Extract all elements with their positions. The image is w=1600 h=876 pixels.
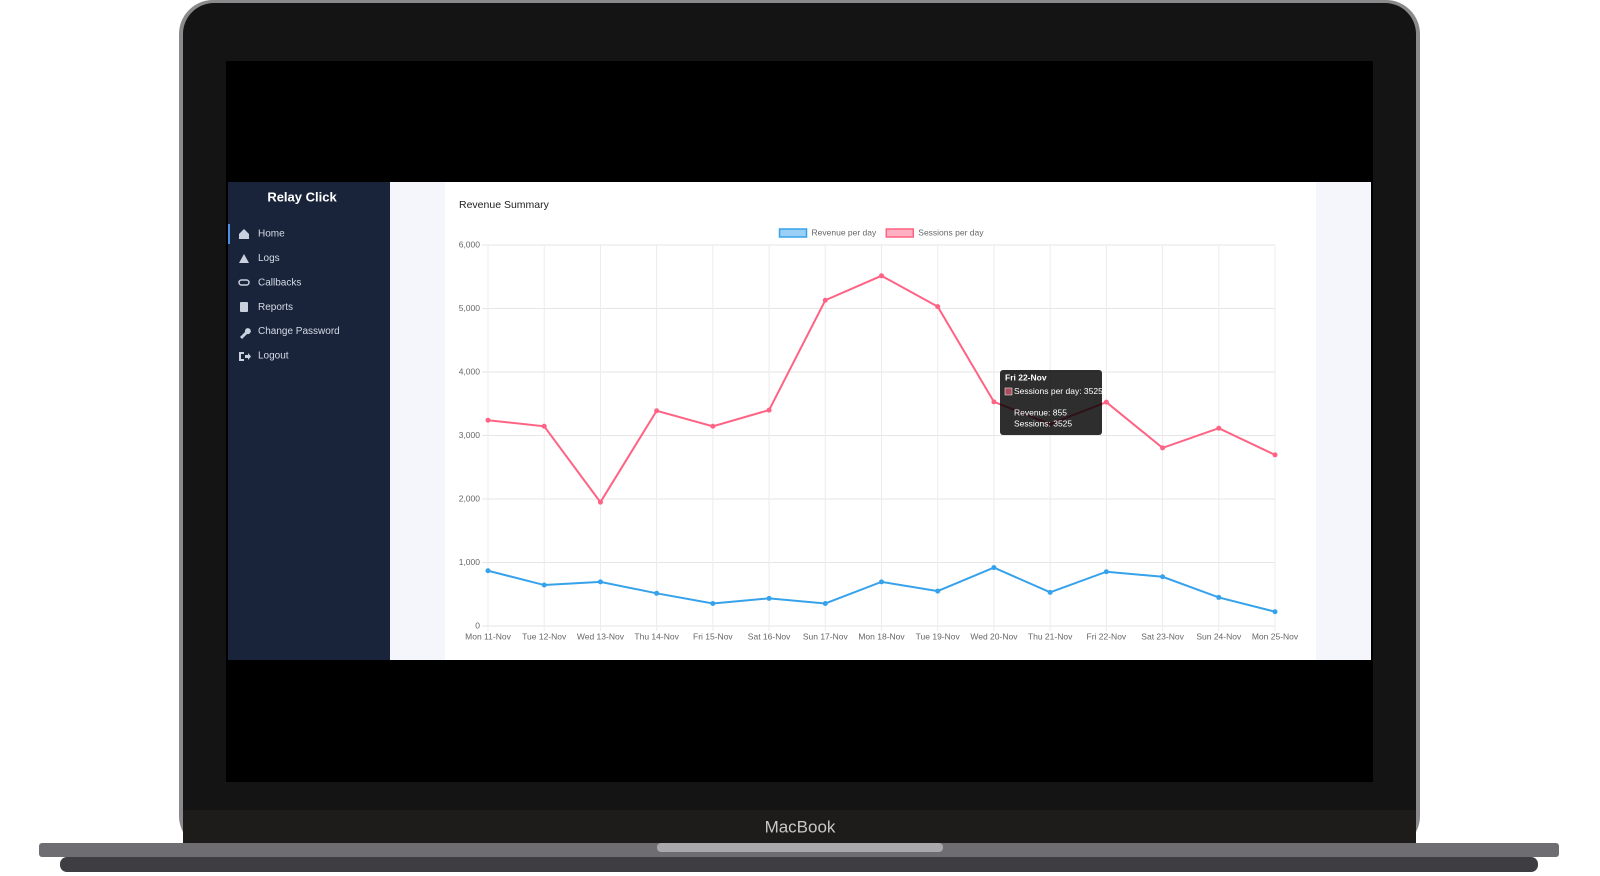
data-point[interactable]: [822, 600, 828, 606]
x-tick-label: Wed 20-Nov: [970, 631, 1018, 641]
x-tick-label: Fri 22-Nov: [1087, 631, 1127, 641]
y-tick-label: 6,000: [459, 239, 481, 249]
nav-item[interactable]: Logout: [258, 351, 289, 362]
data-point[interactable]: [654, 590, 660, 596]
tooltip-swatch: [1004, 387, 1013, 396]
data-point[interactable]: [1160, 574, 1166, 580]
x-tick-label: Sun 17-Nov: [803, 631, 849, 641]
data-point[interactable]: [710, 423, 716, 429]
x-tick-label: Sat 16-Nov: [748, 631, 791, 641]
data-point[interactable]: [1216, 425, 1222, 431]
tooltip-title: Fri 22-Nov: [1005, 372, 1047, 382]
nav-item[interactable]: Callbacks: [258, 277, 301, 288]
data-point[interactable]: [991, 399, 997, 405]
data-point[interactable]: [654, 408, 660, 414]
data-point[interactable]: [1103, 569, 1109, 575]
nav-icons: [238, 229, 251, 361]
data-point[interactable]: [766, 595, 772, 601]
data-point[interactable]: [1160, 445, 1166, 451]
laptop-notch: [657, 843, 943, 852]
y-tick-label: 3,000: [459, 430, 481, 440]
data-point[interactable]: [879, 579, 884, 585]
tooltip-line: Revenue: 855: [1014, 407, 1067, 417]
x-tick-label: Mon 25-Nov: [1252, 631, 1299, 641]
x-tick-label: Sat 23-Nov: [1141, 631, 1184, 641]
y-tick-label: 1,000: [459, 557, 481, 567]
nav-item[interactable]: Logs: [258, 253, 280, 264]
brand: Relay Click: [267, 189, 337, 204]
data-point[interactable]: [485, 568, 491, 574]
data-point[interactable]: [485, 417, 491, 423]
data-point[interactable]: [935, 304, 941, 310]
tooltip: Fri 22-Nov Sessions per day: 3525 Revenue:…: [1000, 370, 1103, 435]
data-point[interactable]: [991, 565, 997, 571]
legend-label: Sessions per day: [918, 227, 984, 237]
x-tick-label: Thu 14-Nov: [634, 631, 679, 641]
data-point[interactable]: [597, 499, 603, 505]
nav-item[interactable]: Reports: [258, 302, 293, 313]
y-tick-label: 4,000: [459, 366, 481, 376]
legend-swatch: [778, 228, 808, 238]
chart: 0 1,000 2,000 3,000 4,000 5,000 6,000 Mon 11-No…: [459, 227, 1299, 641]
y-tick-label: 5,000: [459, 303, 481, 313]
y-tick-label: 2,000: [459, 493, 481, 503]
data-point[interactable]: [766, 407, 772, 413]
data-point[interactable]: [1103, 399, 1109, 405]
card: [445, 182, 1316, 660]
x-tick-label: Tue 19-Nov: [916, 631, 961, 641]
active-indicator: [228, 224, 230, 244]
data-point[interactable]: [1272, 609, 1278, 615]
x-tick-label: Sun 24-Nov: [1196, 631, 1242, 641]
x-tick-label: Mon 18-Nov: [858, 631, 905, 641]
x-tick-label: Tue 12-Nov: [522, 631, 567, 641]
x-tick-label: Wed 13-Nov: [577, 631, 625, 641]
tooltip-line: Sessions per day: 3525: [1014, 386, 1103, 396]
y-tick-label: 0: [475, 620, 480, 630]
legend-label: Revenue per day: [812, 227, 877, 237]
legend-item[interactable]: Sessions per day: [885, 227, 984, 238]
tooltip-line: Sessions: 3525: [1014, 418, 1072, 428]
device-label: MacBook: [765, 817, 836, 836]
data-point[interactable]: [935, 588, 941, 594]
data-point[interactable]: [541, 582, 547, 588]
data-point[interactable]: [1272, 452, 1278, 458]
x-tick-label: Thu 21-Nov: [1028, 631, 1073, 641]
data-point[interactable]: [879, 273, 884, 279]
laptop-chin: [183, 810, 1416, 843]
data-point[interactable]: [541, 423, 547, 429]
nav: Home Logs Callbacks Reports Change Password L…: [258, 229, 340, 362]
x-tick-label: Fri 15-Nov: [693, 631, 733, 641]
laptop-base-shadow: [60, 857, 1538, 872]
chart-title: Revenue Summary: [459, 199, 550, 211]
legend-swatch: [885, 228, 915, 238]
data-point[interactable]: [1216, 594, 1222, 600]
tooltip-box: [1000, 370, 1102, 435]
sidebar: [228, 182, 390, 660]
data-point[interactable]: [597, 579, 603, 585]
data-point[interactable]: [710, 600, 716, 606]
nav-item[interactable]: Change Password: [258, 326, 340, 337]
nav-item[interactable]: Home: [258, 229, 285, 240]
data-point[interactable]: [822, 297, 828, 303]
legend-item[interactable]: Revenue per day: [778, 227, 877, 238]
data-point[interactable]: [1047, 589, 1053, 595]
x-tick-label: Mon 11-Nov: [465, 631, 511, 641]
legend: Revenue per day Sessions per day: [778, 227, 984, 238]
